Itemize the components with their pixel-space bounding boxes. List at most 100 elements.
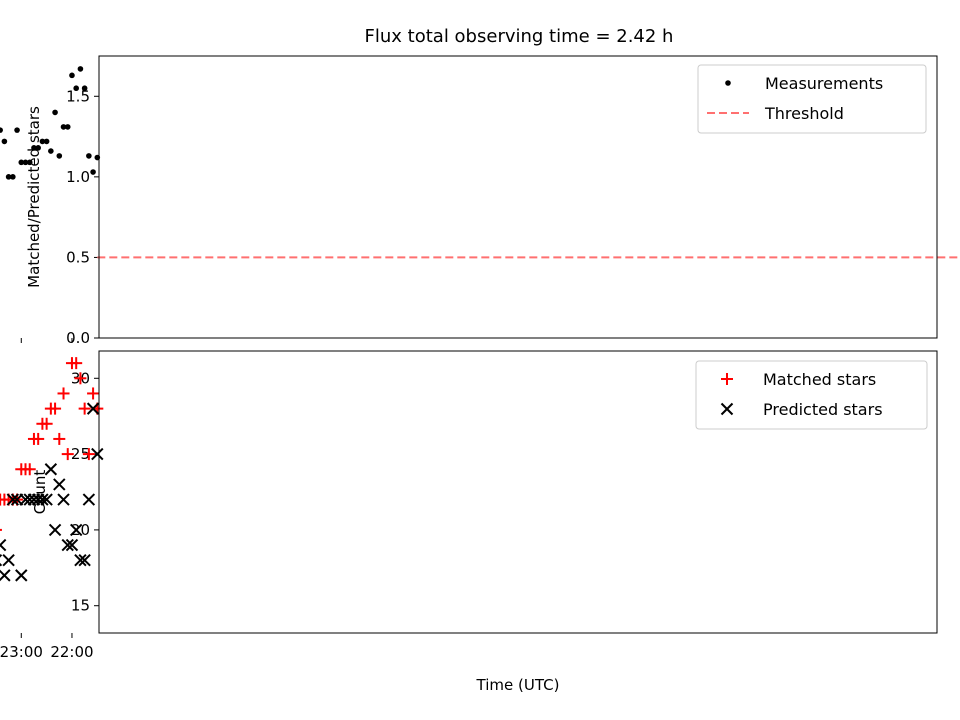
- legend-marker-predicted: [720, 402, 734, 416]
- predicted-star-point: [6, 493, 20, 506]
- measurement-point: [22, 159, 29, 166]
- measurement-point: [64, 124, 71, 130]
- measurement-point: [43, 138, 50, 145]
- predicted-star-point-b: [86, 402, 100, 415]
- matched-star-point: [27, 432, 40, 445]
- measurement-point: [39, 138, 46, 145]
- predicted-star-point: [78, 554, 91, 567]
- predicted-star-point: [2, 554, 15, 567]
- matched-star-point: [74, 372, 87, 385]
- measurement-point: [73, 85, 79, 92]
- matched-star-point: [78, 402, 91, 415]
- top-ytick-label: 1.5: [66, 87, 90, 105]
- predicted-star-point-b: [74, 554, 87, 567]
- bottom-xtick-label: 23:00: [0, 643, 43, 661]
- predicted-star-point: [65, 538, 79, 552]
- predicted-star-point-b: [78, 554, 91, 567]
- predicted-star-point-b: [48, 523, 62, 537]
- matched-star-point: [36, 417, 49, 430]
- matched-star-point: [87, 387, 100, 400]
- top-ytick-label: 0.5: [66, 248, 90, 266]
- predicted-star-point-b: [0, 538, 7, 547]
- matched-star-point: [53, 432, 66, 445]
- predicted-star-point: [53, 478, 66, 491]
- predicted-star-points: [0, 402, 104, 582]
- bottom-axes-frame: [98, 350, 938, 634]
- bottom-y-axis-label: Count: [31, 470, 49, 515]
- measurement-point: [18, 159, 25, 166]
- legend-marker-matched: [721, 373, 733, 385]
- predicted-star-point: [82, 493, 96, 506]
- measurement-point: [90, 169, 96, 175]
- predicted-star-point: [48, 523, 62, 537]
- bottom-ytick-label: 20: [71, 521, 90, 539]
- matched-star-point: [57, 387, 70, 400]
- predicted-star-point-b: [69, 523, 83, 537]
- top-x-ticks: [20, 338, 73, 343]
- predicted-star-point: [91, 447, 104, 461]
- matched-star-point: [44, 402, 57, 415]
- measurement-point: [31, 145, 37, 151]
- predicted-star-point-b: [82, 493, 96, 506]
- measurement-point: [52, 109, 58, 116]
- predicted-star-point-b: [10, 493, 24, 506]
- bottom-panel: 15202530 22:0023:0000:0001:0002:0003:000…: [0, 350, 938, 694]
- matched-star-point: [0, 493, 7, 506]
- predicted-star-point: [61, 538, 74, 552]
- predicted-star-point-b: [6, 493, 20, 506]
- predicted-star-point: [0, 538, 7, 552]
- predicted-star-point: [74, 554, 87, 567]
- predicted-star-point-b: [61, 538, 74, 552]
- matched-star-point: [15, 463, 28, 476]
- measurement-point: [1, 138, 8, 145]
- predicted-star-point: [86, 402, 100, 415]
- matched-star-point: [61, 448, 74, 461]
- measurement-point: [81, 85, 88, 92]
- measurement-point: [5, 174, 12, 180]
- measurement-point: [10, 174, 16, 180]
- predicted-star-point-b: [91, 447, 104, 461]
- bottom-legend-box: [695, 360, 928, 430]
- bottom-ytick-label: 15: [71, 597, 90, 615]
- legend-x-mark-b: [720, 402, 734, 416]
- predicted-star-point-b: [44, 463, 58, 476]
- predicted-star-point-b: [57, 493, 70, 506]
- legend-label-measurements: Measurements: [765, 74, 883, 93]
- predicted-star-point-b: [23, 493, 36, 506]
- legend-plus-mark: [721, 373, 733, 385]
- top-legend: Measurements Threshold: [697, 64, 927, 134]
- predicted-star-point-b: [15, 569, 28, 582]
- predicted-star-point-b: [53, 478, 66, 491]
- predicted-star-point: [57, 493, 70, 506]
- chart-title: Flux total observing time = 2.42 h: [365, 26, 674, 47]
- measurement-point: [0, 127, 3, 133]
- matched-star-point: [65, 357, 78, 370]
- predicted-star-point: [0, 569, 11, 582]
- legend-label-threshold: Threshold: [764, 104, 844, 123]
- measurement-point: [14, 127, 20, 133]
- top-axes-frame: [98, 55, 938, 339]
- measurement-point: [86, 153, 92, 159]
- predicted-star-point: [15, 569, 28, 582]
- measurement-point: [77, 66, 84, 72]
- top-ytick-label: 1.0: [66, 168, 90, 186]
- measurement-point: [48, 148, 54, 154]
- bottom-xtick-label: 22:00: [50, 643, 93, 661]
- predicted-star-point: [44, 463, 58, 476]
- measurement-point: [26, 159, 33, 166]
- predicted-star-point: [23, 493, 36, 506]
- measurement-point: [56, 153, 63, 159]
- bottom-ytick-label: 25: [71, 445, 90, 463]
- measurement-point: [69, 72, 75, 79]
- top-y-axis-label: Matched/Predicted stars: [25, 106, 43, 288]
- legend-label-matched: Matched stars: [763, 370, 876, 389]
- legend-marker-measurements: [725, 80, 731, 86]
- top-legend-box: [697, 64, 927, 134]
- legend-x-mark: [720, 402, 734, 416]
- predicted-star-point-b: [65, 538, 79, 552]
- predicted-star-point-b: [2, 554, 15, 567]
- top-ytick-label: 0.0: [66, 329, 90, 347]
- measurement-point: [35, 145, 41, 151]
